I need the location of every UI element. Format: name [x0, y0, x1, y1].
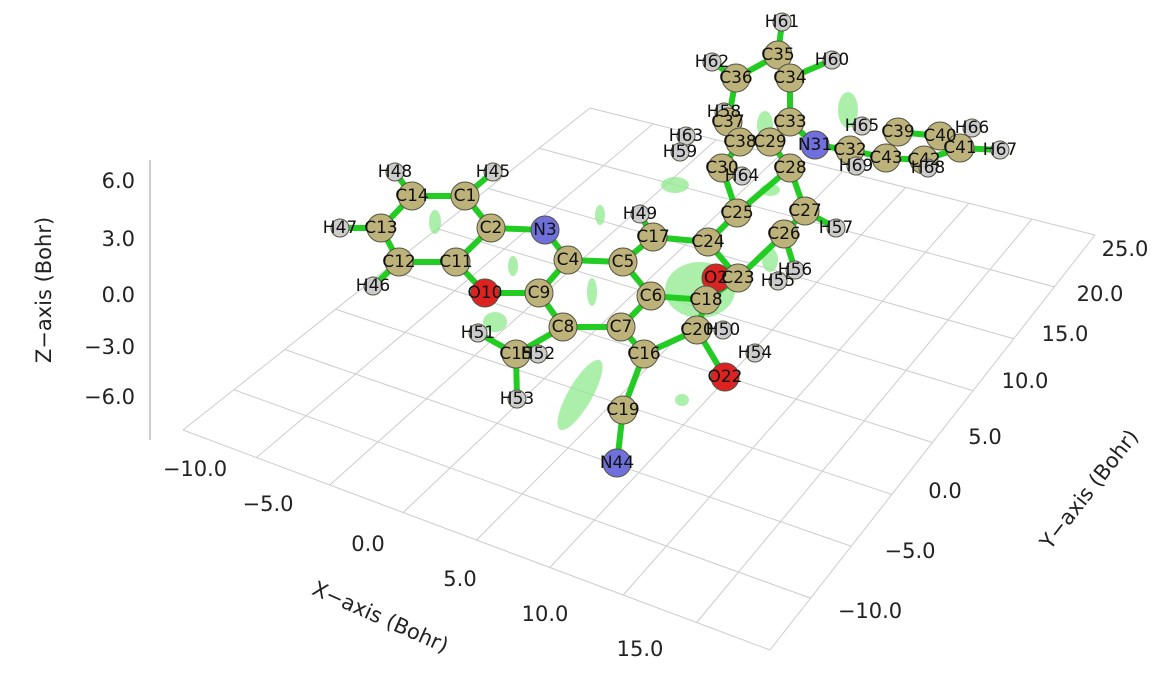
- x-tick-label: 5.0: [443, 567, 476, 591]
- z-tick-label: 3.0: [102, 227, 135, 251]
- z-tick-label: 6.0: [102, 169, 135, 193]
- atom-label: H52: [521, 344, 555, 364]
- atom-label: H49: [623, 204, 657, 224]
- atom-label: C4: [557, 250, 580, 270]
- x-tick-label: −10.0: [163, 457, 227, 481]
- floor-grid: [183, 108, 1095, 650]
- atom-label: C17: [636, 227, 670, 247]
- atom-label: C23: [721, 268, 755, 288]
- atom-label: C34: [773, 68, 807, 88]
- atom-label: H54: [738, 343, 772, 363]
- atom-label: C35: [761, 45, 795, 65]
- z-axis-title: Z−axis (Bohr): [32, 217, 56, 363]
- z-tick-label: −6.0: [84, 385, 135, 409]
- x-tick-label: 15.0: [617, 637, 664, 661]
- atom-label: C14: [395, 186, 429, 206]
- grid-line: [770, 235, 1095, 650]
- atom-label: C39: [881, 122, 915, 142]
- molecule-view: H61H62C35H60C36C34H58C37C33H63C38C29N31H…: [0, 0, 1174, 670]
- atom-label: C18: [689, 290, 723, 310]
- y-axis-title: Y−axis (Bohr): [1035, 425, 1144, 555]
- atom-label: C13: [364, 218, 398, 238]
- atom-label: H60: [815, 50, 849, 70]
- atom-label: H68: [911, 158, 945, 178]
- atom-label: C11: [439, 252, 473, 272]
- atom-label: C25: [720, 203, 754, 223]
- atom-label: H67: [983, 140, 1017, 160]
- atom-label: H61: [765, 12, 799, 32]
- atom-label: H69: [839, 156, 873, 176]
- y-tick-label: 20.0: [1077, 282, 1124, 306]
- atom-label: C2: [480, 218, 503, 238]
- atom-label: C24: [691, 232, 725, 252]
- atom-label: H53: [500, 389, 534, 409]
- atom-label: O22: [707, 367, 742, 387]
- atom-label: C28: [773, 158, 807, 178]
- x-tick-label: −5.0: [243, 492, 294, 516]
- y-tick-label: 15.0: [1042, 322, 1089, 346]
- y-tick-label: −10.0: [838, 599, 902, 623]
- y-tick-label: 10.0: [1002, 369, 1049, 393]
- atom-label: O10: [467, 283, 502, 303]
- x-axis-title: X−axis (Bohr): [309, 576, 452, 657]
- atom-label: C37: [711, 112, 745, 132]
- x-tick-label: 0.0: [351, 532, 384, 556]
- atom-label: C5: [612, 252, 635, 272]
- atom-label: C38: [723, 132, 757, 152]
- atom-label: C8: [552, 317, 575, 337]
- atom-label: C29: [753, 132, 787, 152]
- bonds: [340, 22, 1000, 463]
- atom-label: H55: [761, 271, 795, 291]
- atom-label: H66: [955, 118, 989, 138]
- atom-label: C26: [767, 224, 801, 244]
- atom-label: C33: [773, 112, 807, 132]
- atom-label: H45: [476, 162, 510, 182]
- z-tick-label: 0.0: [102, 283, 135, 307]
- labels: H61H62C35H60C36C34H58C37C33H63C38C29N31H…: [323, 12, 1017, 473]
- atom-label: H59: [663, 142, 697, 162]
- y-tick-label: 0.0: [928, 479, 961, 503]
- atom-label: C19: [606, 400, 640, 420]
- atom-label: C6: [640, 286, 663, 306]
- atom-label: C16: [627, 344, 661, 364]
- z-tick-label: −3.0: [84, 335, 135, 359]
- x-tick-label: 10.0: [522, 602, 569, 626]
- atom-label: H50: [706, 320, 740, 340]
- atom-label: C7: [610, 317, 633, 337]
- y-tick-label: 25.0: [1102, 237, 1149, 261]
- atom-label: C12: [382, 252, 416, 272]
- atom-label: N3: [533, 220, 557, 240]
- atom-label: H65: [845, 116, 879, 136]
- atom-label: C41: [943, 138, 977, 158]
- atom-label: N31: [798, 135, 832, 155]
- atom-label: C1: [454, 186, 477, 206]
- y-tick-label: −5.0: [885, 539, 936, 563]
- y-tick-label: 5.0: [968, 425, 1001, 449]
- atom-label: C27: [788, 201, 822, 221]
- atom-label: H47: [323, 218, 357, 238]
- atom-label: C36: [719, 68, 753, 88]
- atom-label: H57: [819, 218, 853, 238]
- atom-label: C43: [869, 148, 903, 168]
- atom-label: H51: [461, 323, 495, 343]
- atom-label: N44: [600, 453, 634, 473]
- atom-label: H46: [356, 276, 390, 296]
- atom-label: H64: [725, 166, 759, 186]
- atoms: [331, 13, 1009, 477]
- atom-label: H48: [378, 162, 412, 182]
- atom-label: C9: [528, 283, 551, 303]
